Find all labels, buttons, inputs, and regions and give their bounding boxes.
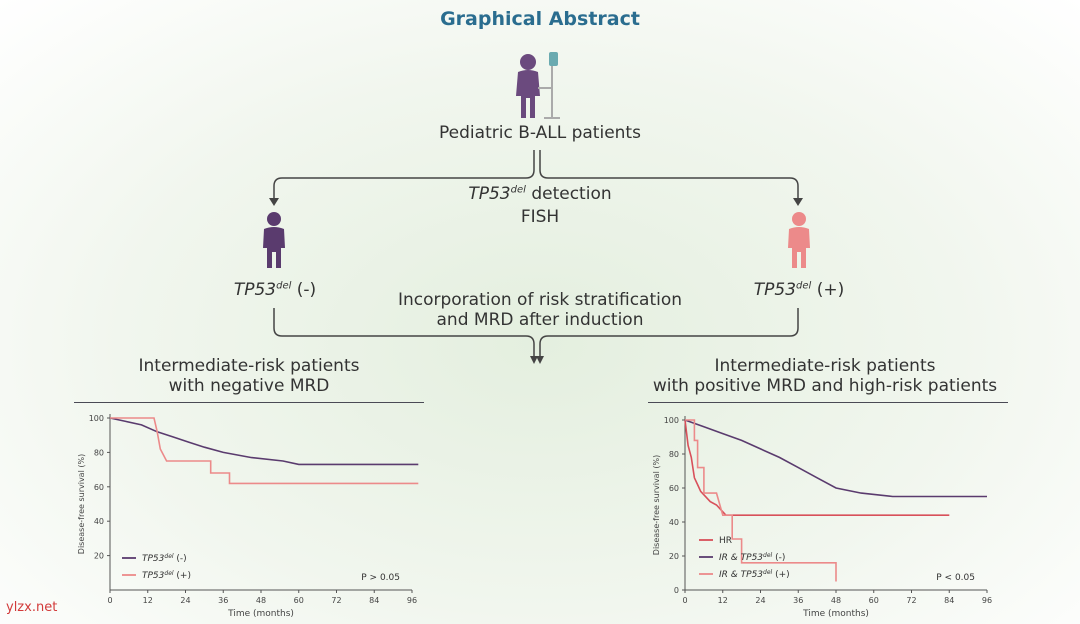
y-axis-label: Disease-free survival (%) [77,454,86,554]
x-axis-label: Time (months) [802,609,869,619]
incorporation-line1: Incorporation of risk stratification [397,290,683,310]
left-panel-rule [74,402,424,403]
x-tick-label: 0 [682,596,687,605]
x-tick-label: 36 [218,596,228,605]
incorporation-line2: and MRD after induction [436,310,644,330]
x-tick-label: 60 [869,596,879,605]
page-title: Graphical Abstract [440,8,640,30]
y-tick-label: 20 [94,552,104,561]
survival-curve-2 [110,417,419,485]
y-tick-label: 60 [669,484,679,493]
x-tick-label: 84 [944,596,954,605]
x-tick-label: 60 [294,596,304,605]
y-tick-label: 40 [94,517,104,526]
p-value: P > 0.05 [361,573,400,583]
right-panel-rule [648,402,1008,403]
x-tick-label: 48 [831,596,841,605]
watermark-ylzx: ylzx.net [6,600,58,615]
y-tick-label: 80 [669,450,679,459]
y-axis-label: Disease-free survival (%) [652,455,661,555]
y-tick-label: 40 [669,518,679,527]
p-value: P < 0.05 [936,573,975,583]
flowchart-connectors [269,150,803,364]
legend-label: TP53del (-) [142,553,187,564]
tp53-negative-label: TP53del (-) [233,280,317,300]
left-panel-heading: Intermediate-risk patients with negative… [138,356,360,396]
left-survival-chart: 0 12 24 36 48 60 72 84 96 20 40 60 80 100 Time (months… [77,414,419,619]
x-tick-label: 48 [256,596,266,605]
x-tick-label: 0 [107,596,112,605]
patient-iv-icon [516,52,560,119]
survival-curve-2 [684,419,987,498]
y-tick-label: 60 [94,483,104,492]
tp53-positive-label: TP53del (+) [753,280,845,300]
right-survival-chart: 0 12 24 36 48 60 72 84 96 0 20 40 60 80 100 Time (month… [652,416,992,619]
y-tick-label: 20 [669,552,679,561]
detection-method: FISH [520,207,560,227]
legend-label: HR [719,536,732,546]
survival-curve-1 [109,417,419,466]
y-tick-label: 100 [664,416,679,425]
y-tick-label: 0 [674,586,679,595]
right-panel-heading: Intermediate-risk patients with positive… [652,356,998,396]
x-tick-label: 96 [407,596,417,605]
x-tick-label: 24 [755,596,765,605]
x-axis-label: Time (months) [227,609,294,619]
legend-label: IR & TP53del (-) [719,552,785,563]
child-negative-icon [263,212,285,268]
patients-label: Pediatric B-ALL patients [439,123,641,143]
legend-label: IR & TP53del (+) [719,569,790,580]
x-tick-label: 72 [331,596,341,605]
child-positive-icon [788,212,810,268]
detection-label: TP53del detection [468,184,612,204]
x-tick-label: 72 [906,596,916,605]
y-tick-label: 80 [94,448,104,457]
x-tick-label: 24 [180,596,190,605]
x-tick-label: 12 [718,596,728,605]
x-tick-label: 12 [143,596,153,605]
y-tick-label: 100 [89,414,104,423]
x-tick-label: 96 [982,596,992,605]
x-tick-label: 84 [369,596,379,605]
x-tick-label: 36 [793,596,803,605]
legend-label: TP53del (+) [142,570,191,581]
survival-curve-3 [685,419,837,582]
survival-curve-1 [684,419,950,516]
